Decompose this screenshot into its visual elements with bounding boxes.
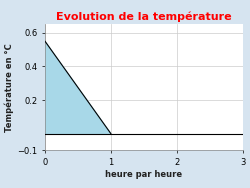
Title: Evolution de la température: Evolution de la température: [56, 12, 232, 22]
X-axis label: heure par heure: heure par heure: [105, 170, 182, 179]
Polygon shape: [45, 41, 111, 134]
Y-axis label: Température en °C: Température en °C: [5, 43, 15, 132]
